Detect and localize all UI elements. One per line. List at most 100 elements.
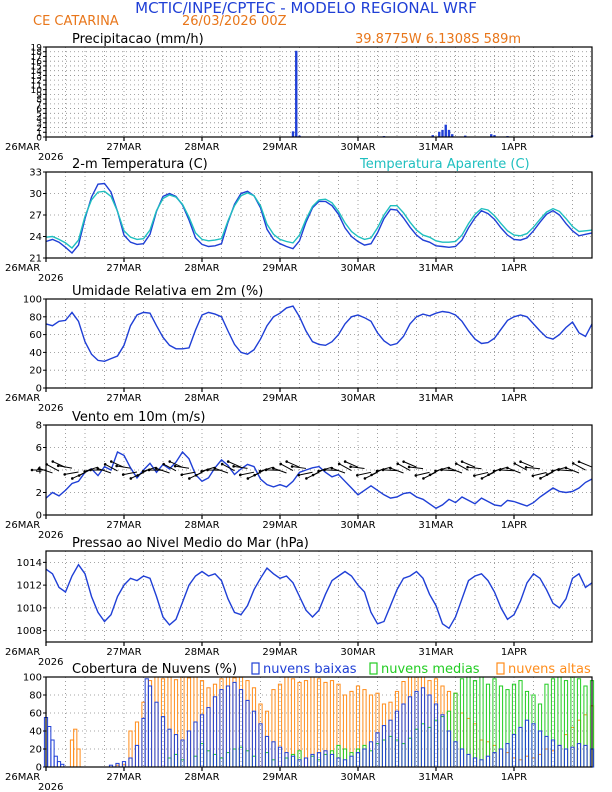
wind-vector-head	[407, 465, 411, 469]
x-tick-label: 1APR	[501, 263, 527, 274]
wind-vector	[240, 471, 255, 476]
wind-vector	[403, 461, 417, 468]
wind-vector-head	[343, 460, 347, 463]
y-tick-label: 0	[36, 763, 42, 774]
wind-vector-head	[571, 462, 575, 465]
panel-title: Precipitacao (mm/h)	[72, 32, 204, 47]
wind-vector-head	[370, 473, 373, 477]
y-tick-label: 60	[29, 709, 42, 720]
precip-bar	[464, 135, 467, 137]
x-tick-label: 30MAR	[340, 142, 375, 153]
wind-vector	[344, 461, 359, 468]
wind-vector	[532, 472, 547, 477]
wind-vector	[448, 467, 463, 474]
series-line-blue	[45, 450, 593, 510]
wind-vector-head	[83, 470, 86, 473]
cloud-bar-blue	[563, 748, 569, 768]
y-tick-label: 8	[36, 421, 42, 432]
x-tick-label: 27MAR	[106, 772, 141, 783]
wind-vector-head	[226, 460, 230, 463]
cloud-bar-blue	[134, 744, 140, 768]
y-tick-label: 15	[31, 62, 42, 72]
y-tick-label: 0	[36, 511, 42, 522]
wind-vector	[578, 461, 593, 468]
wind-vector-head	[305, 477, 308, 480]
wind-vector-head	[246, 477, 250, 480]
x-year-label: 2026	[38, 152, 63, 163]
y-tick-label: 1012	[17, 581, 42, 592]
y-tick-label: 19	[31, 44, 43, 54]
y-tick-label: 7	[36, 100, 42, 110]
precip-bar	[431, 135, 434, 137]
wind-vector-head	[356, 473, 359, 477]
x-tick-label: 31MAR	[418, 647, 453, 658]
wind-vector-head	[498, 468, 502, 472]
y-tick-label: 1010	[17, 603, 42, 614]
header-city: CE CATARINA	[33, 14, 119, 29]
wind-vector	[474, 471, 489, 477]
wind-vector-head	[141, 470, 145, 473]
wind-vector	[228, 461, 242, 468]
cloud-bar-blue	[557, 744, 562, 768]
y-tick-label: 100	[23, 295, 42, 306]
cloud-bar-blue	[427, 694, 432, 768]
cloud-bar-blue	[167, 728, 172, 768]
series-line-blue	[45, 182, 593, 255]
panel-title: Umidade Relativa em 2m (%)	[72, 284, 263, 299]
cloud-bar-blue	[323, 750, 328, 768]
y-tick-label: 20	[29, 745, 42, 756]
wind-vector	[382, 469, 398, 472]
y-tick-label: 21	[29, 254, 42, 265]
wind-vector	[357, 471, 372, 476]
cloud-bar-blue	[368, 741, 374, 768]
cloud-bar-orange	[303, 680, 309, 768]
y-tick-label: 9	[36, 91, 42, 101]
wind-vector	[526, 466, 541, 470]
wind-vector-head	[564, 466, 568, 470]
cloud-bar-blue	[56, 761, 62, 768]
cloud-bar-blue	[459, 748, 465, 768]
cloud-bar-blue	[511, 734, 517, 768]
cloud-bar-blue	[212, 696, 218, 768]
wind-vector	[123, 471, 138, 476]
wind-vector-head	[381, 468, 385, 472]
wind-vector-head	[577, 460, 581, 464]
x-tick-label: 30MAR	[340, 772, 375, 783]
x-year-label: 2026	[38, 273, 63, 284]
y-tick-label: 24	[29, 232, 42, 243]
wind-vector-head	[422, 477, 425, 480]
wind-vector	[46, 463, 60, 472]
panel-title: Vento em 10m (m/s)	[72, 410, 205, 425]
wind-vector-head	[519, 460, 522, 464]
panel-frame	[45, 550, 593, 643]
x-tick-label: 27MAR	[106, 263, 141, 274]
x-tick-label: 28MAR	[184, 647, 219, 658]
cloud-bar-blue	[53, 755, 58, 768]
cloud-bar-blue	[518, 726, 523, 768]
cloud-bar-orange	[73, 728, 78, 768]
wind-vector	[214, 467, 229, 474]
x-tick-label: 27MAR	[106, 647, 141, 658]
wind-vector	[292, 466, 307, 469]
x-tick-label: 31MAR	[418, 263, 453, 274]
cloud-bar-blue	[492, 752, 497, 768]
cloud-bar-blue	[199, 714, 205, 768]
panel-title: 2-m Temperatura (C)	[72, 157, 208, 172]
precip-bar	[444, 124, 447, 137]
cloud-bar-blue	[544, 735, 549, 768]
x-year-label: 2026	[38, 403, 63, 414]
cloud-bar-blue	[446, 730, 452, 768]
y-tick-label: 4	[36, 466, 42, 477]
precip-bar	[451, 134, 454, 137]
wind-vector-head	[506, 466, 509, 470]
wind-vector	[409, 466, 424, 470]
panel-title: Pressao ao Nivel Medio do Mar (hPa)	[72, 536, 309, 551]
wind-vector-head	[349, 465, 352, 469]
x-tick-label: 26MAR	[5, 393, 40, 404]
panel-wind	[30, 424, 593, 519]
cloud-bar-blue	[466, 753, 471, 768]
cloud-bar-blue	[290, 755, 296, 768]
wind-vector-head	[213, 467, 217, 470]
